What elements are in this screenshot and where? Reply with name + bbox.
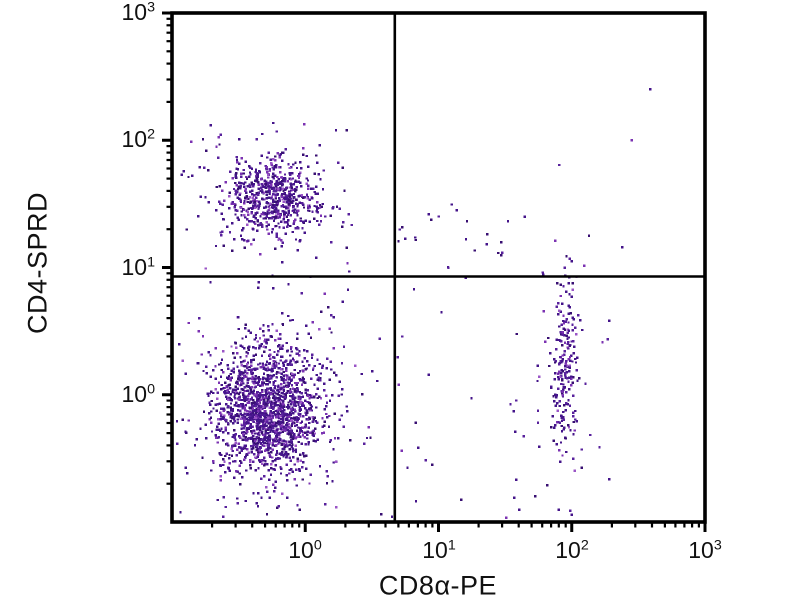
y-tick-label-1e0: 100 <box>121 381 155 407</box>
x-axis-title: CD8α-PE <box>378 570 498 600</box>
y-tick-label-1e3: 103 <box>121 0 155 25</box>
dot-cloud <box>175 88 652 519</box>
quadrant-gate-lines <box>172 13 705 522</box>
x-tick-label-1e1: 101 <box>422 537 456 563</box>
y-tick-label-1e2: 102 <box>121 126 155 152</box>
x-tick-label-1e2: 102 <box>555 537 589 563</box>
x-tick-label-1e3: 103 <box>688 537 722 563</box>
y-tick-label-1e1: 101 <box>121 254 155 280</box>
axis-ticks <box>162 11 707 532</box>
x-tick-label-1e0: 100 <box>288 537 322 563</box>
plot-border <box>170 11 707 524</box>
